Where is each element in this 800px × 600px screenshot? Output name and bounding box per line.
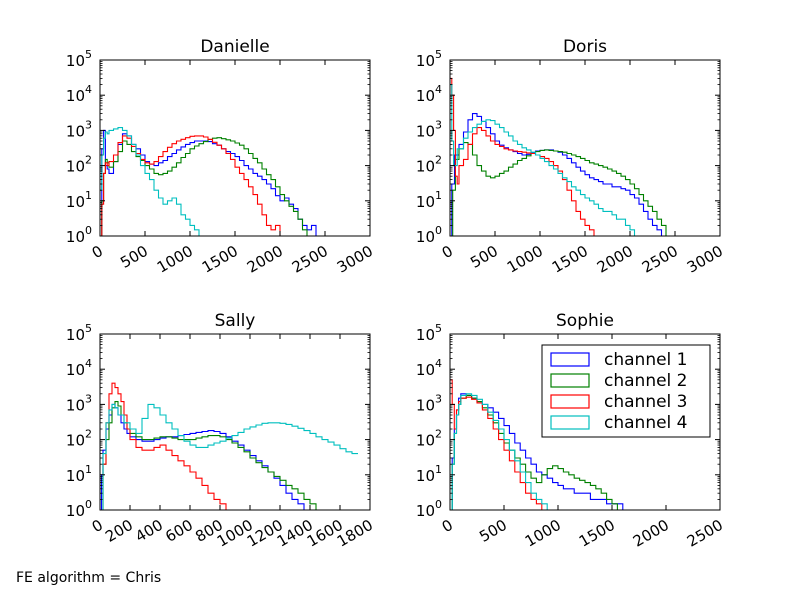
subplot-title: Sally xyxy=(215,311,256,331)
x-tick-label: 2000 xyxy=(630,516,672,551)
series-line-4 xyxy=(450,393,553,510)
y-tick-label: 103 xyxy=(66,392,92,414)
series-line-3 xyxy=(100,382,232,510)
x-tick-label: 1800 xyxy=(334,516,376,551)
subplot-sally: Sally10010110210310410502004006008001000… xyxy=(66,311,376,551)
legend-swatch xyxy=(550,373,590,388)
x-tick-label: 3000 xyxy=(334,242,376,277)
y-tick-label: 100 xyxy=(66,498,92,520)
x-tick-label: 3000 xyxy=(684,242,726,277)
subplot-title: Sophie xyxy=(556,311,614,331)
legend-label: channel 1 xyxy=(604,350,688,370)
legend-swatch xyxy=(550,394,590,409)
series-line-2 xyxy=(450,142,671,236)
subplot-sophie: Sophie 100 101 102 103 104 105 0 500 1000 1500 2000… xyxy=(416,311,726,551)
series-line-2 xyxy=(100,401,322,510)
y-tick-label: 102 xyxy=(416,428,442,450)
x-tick-label: 500 xyxy=(467,242,501,272)
y-tick-label: 102 xyxy=(66,154,92,176)
subplot-title: Danielle xyxy=(200,37,269,57)
subplot-danielle: Danielle 100 101 102 103 104 105 0 500 1000 1500 20… xyxy=(66,37,376,277)
series-line-3 xyxy=(450,77,599,236)
x-tick-label: 2500 xyxy=(289,242,331,277)
footer-label: FE algorithm = Chris xyxy=(16,570,162,586)
y-tick-label: 100 xyxy=(416,224,442,246)
legend-swatch xyxy=(550,352,590,367)
y-tick-label: 101 xyxy=(66,189,92,211)
x-tick-label: 1000 xyxy=(504,242,546,277)
series-line-1 xyxy=(450,113,666,236)
x-tick-label: 1000 xyxy=(154,242,196,277)
x-tick-label: 2500 xyxy=(639,242,681,277)
y-tick-label: 105 xyxy=(66,322,92,344)
y-tick-label: 104 xyxy=(66,357,92,379)
y-tick-label: 103 xyxy=(416,118,442,140)
x-tick-label: 1000 xyxy=(522,516,564,551)
series-line-4 xyxy=(100,403,358,510)
series-line-1 xyxy=(450,393,629,510)
series-line-3 xyxy=(450,379,548,510)
plot-frame xyxy=(449,333,721,511)
y-tick-label: 104 xyxy=(416,83,442,105)
x-tick-label: 2000 xyxy=(594,242,636,277)
legend-box xyxy=(541,344,711,438)
plot-frame xyxy=(99,333,371,511)
y-tick-label: 105 xyxy=(66,48,92,70)
x-tick-label: 2500 xyxy=(684,516,726,551)
y-tick-label: 103 xyxy=(66,118,92,140)
x-tick-label: 1500 xyxy=(576,516,618,551)
x-tick-label: 500 xyxy=(117,242,151,272)
y-tick-label: 102 xyxy=(66,428,92,450)
x-tick-label: 0 xyxy=(439,242,456,262)
x-tick-label: 0 xyxy=(439,516,456,536)
series-line-1 xyxy=(100,129,321,236)
legend-swatch xyxy=(550,415,590,430)
x-tick-label: 1500 xyxy=(549,242,591,277)
y-tick-label: 101 xyxy=(66,463,92,485)
legend-label: channel 4 xyxy=(604,413,688,433)
series-line-3 xyxy=(100,135,285,236)
series-line-4 xyxy=(450,84,639,236)
subplot-title: Doris xyxy=(563,37,607,57)
x-tick-label: 600 xyxy=(162,516,196,546)
x-tick-label: 0 xyxy=(89,242,106,262)
x-tick-label: 2000 xyxy=(244,242,286,277)
y-tick-label: 100 xyxy=(66,224,92,246)
legend-label: channel 3 xyxy=(604,392,688,412)
y-tick-label: 104 xyxy=(416,357,442,379)
plot-frame xyxy=(449,59,721,237)
x-tick-label: 1500 xyxy=(199,242,241,277)
y-tick-label: 102 xyxy=(416,154,442,176)
series-line-4 xyxy=(100,127,204,236)
y-tick-label: 104 xyxy=(66,83,92,105)
y-tick-label: 103 xyxy=(416,392,442,414)
series-line-2 xyxy=(100,137,312,236)
series-line-1 xyxy=(100,403,310,510)
y-tick-label: 101 xyxy=(416,189,442,211)
y-tick-label: 100 xyxy=(416,498,442,520)
y-tick-label: 101 xyxy=(416,463,442,485)
legend-label: channel 2 xyxy=(604,371,688,391)
x-tick-label: 400 xyxy=(132,516,166,546)
subplot-doris: Doris 100 101 102 103 104 105 0 500 1000 1500 2000 2… xyxy=(416,37,726,277)
y-tick-label: 105 xyxy=(416,48,442,70)
plot-frame xyxy=(99,59,371,237)
y-tick-label: 105 xyxy=(416,322,442,344)
x-tick-label: 200 xyxy=(102,516,136,546)
x-tick-label: 500 xyxy=(476,516,510,546)
